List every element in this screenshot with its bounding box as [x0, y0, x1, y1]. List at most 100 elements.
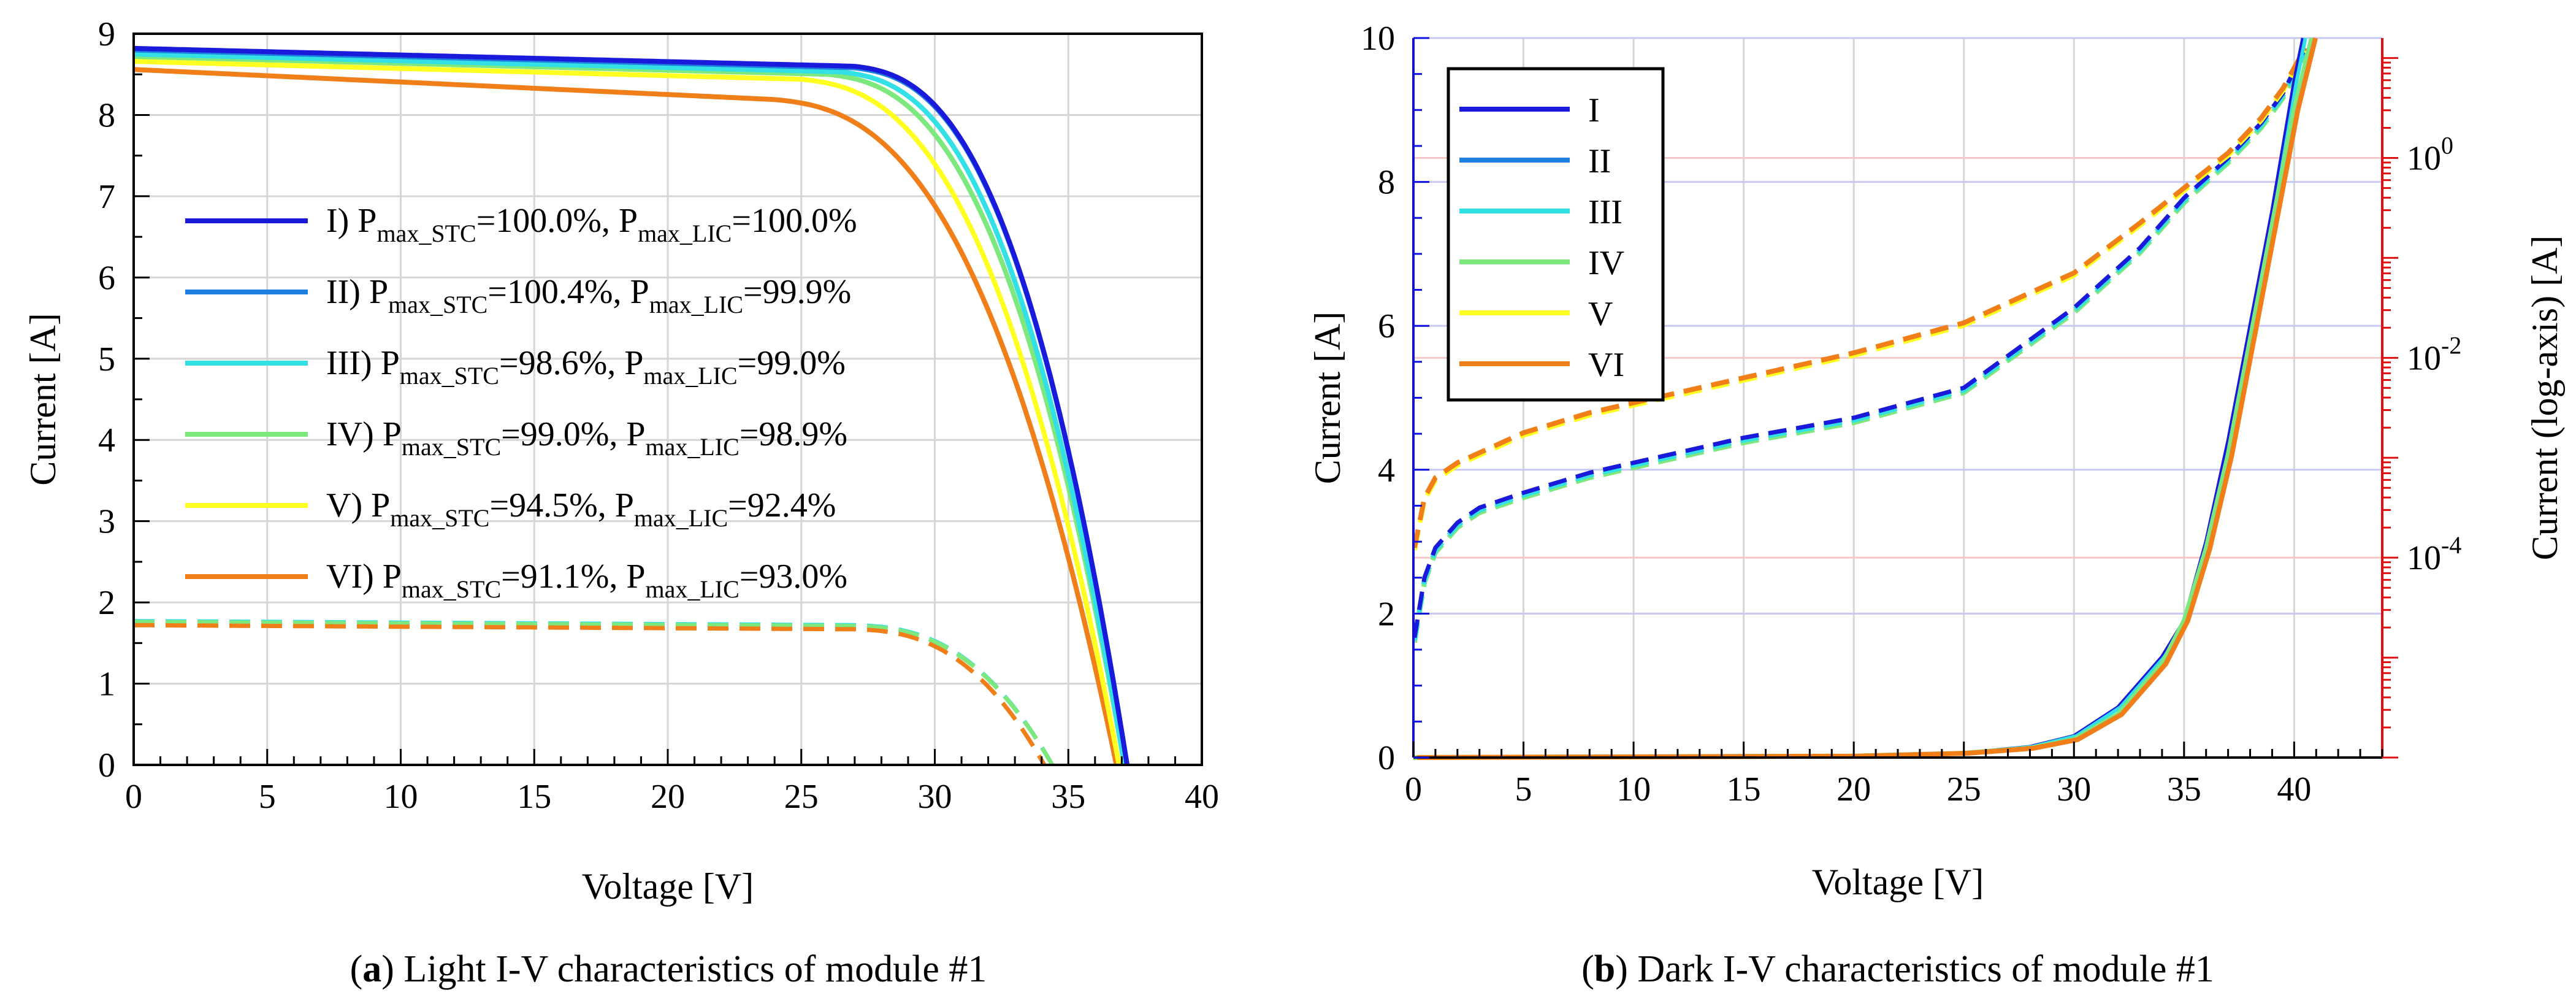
panel-b-left-y-tick-label: 6 — [1378, 307, 1395, 345]
panel-a-legend-label: II) Pmax_STC=100.4%, Pmax_LIC=99.9% — [326, 273, 851, 318]
panel-b-legend-label: V — [1588, 295, 1613, 333]
panel-b-legend-label: III — [1588, 193, 1622, 231]
panel-b-x-tick-label: 0 — [1405, 770, 1422, 808]
panel-a-x-tick-label: 5 — [259, 778, 276, 816]
panel-a-legend-pstc: =100.4%, P — [487, 273, 649, 311]
panel-a-x-tick-label: 25 — [784, 778, 819, 816]
panel-b-left-y-tick-label: 0 — [1378, 739, 1395, 777]
panel-a-y-tick-label: 5 — [98, 340, 115, 378]
panel-a-y-tick-label: 6 — [98, 259, 115, 297]
panel-a-legend-label: V) Pmax_STC=94.5%, Pmax_LIC=92.4% — [326, 486, 836, 532]
panel-a-legend-label: IV) Pmax_STC=99.0%, Pmax_LIC=98.9% — [326, 415, 847, 461]
panel-b-left-y-tick-label: 4 — [1378, 451, 1395, 489]
panel-a-legend-series-name: I — [326, 202, 338, 240]
panel-a-legend-item: IV) Pmax_STC=99.0%, Pmax_LIC=98.9% — [185, 415, 847, 461]
panel-a-legend-sub-stc: max_STC — [388, 291, 487, 318]
panel-a-legend-label: VI) Pmax_STC=91.1%, Pmax_LIC=93.0% — [326, 558, 847, 603]
panel-b-right-tick-exponent: 0 — [2441, 132, 2453, 159]
panel-a-legend-paren: ) P — [362, 415, 402, 453]
panel-a-legend-sub-lic: max_LIC — [646, 433, 740, 461]
panel-a-legend-item: III) Pmax_STC=98.6%, Pmax_LIC=99.0% — [185, 344, 846, 390]
panel-a-legend-sub-stc: max_STC — [402, 575, 501, 603]
panel-a-y-tick-label: 7 — [98, 178, 115, 216]
panel-b-right-y-tick-label: 10-2 — [2407, 331, 2461, 377]
panel-a-legend-paren: ) P — [351, 486, 390, 524]
panel-a-legend-pstc: =91.1%, P — [501, 558, 645, 596]
panel-a-legend-pstc: =100.0%, P — [476, 202, 638, 240]
panel-a-legend-plic: =100.0% — [732, 202, 857, 240]
panel-a-caption-letter: a — [362, 948, 381, 990]
panel-a-legend-sub-stc: max_STC — [402, 433, 501, 461]
panel-a-curve-ii — [133, 47, 1130, 766]
panel-b-x-tick-label: 30 — [2057, 770, 2091, 808]
panel-b-legend-label: I — [1588, 91, 1600, 129]
panel-b-right-tick-base: 10 — [2407, 339, 2441, 377]
panel-a-caption: (a) Light I-V characteristics of module … — [350, 948, 987, 990]
panel-b-x-tick-label: 15 — [1727, 770, 1761, 808]
panel-b-legend-item: IV — [1459, 244, 1624, 282]
panel-a-legend-series-name: VI — [326, 558, 362, 596]
panel-a-y-tick-label: 2 — [98, 584, 115, 622]
panel-b-x-tick-label: 35 — [2167, 770, 2201, 808]
panel-b-left-y-axis-label: Current [A] — [1307, 312, 1348, 485]
panel-a-x-tick-label: 40 — [1185, 778, 1219, 816]
panel-b-x-tick-label: 10 — [1616, 770, 1651, 808]
panel-b-right-y-tick-label: 100 — [2407, 132, 2453, 178]
panel-a-legend-sub-stc: max_STC — [376, 220, 476, 247]
panel-a-x-tick-label: 30 — [918, 778, 952, 816]
panel-a-x-axis-label: Voltage [V] — [582, 866, 754, 907]
panel-b-x-tick-label: 5 — [1515, 770, 1532, 808]
panel-a-x-tick-label: 10 — [384, 778, 418, 816]
panel-a-legend-plic: =98.9% — [740, 415, 847, 453]
panel-b-caption-letter: b — [1594, 948, 1615, 990]
panel-a-curve-vi — [133, 67, 1119, 766]
panel-a-legend-item: II) Pmax_STC=100.4%, Pmax_LIC=99.9% — [185, 273, 851, 318]
panel-a-low-irradiance-curve — [134, 619, 1055, 766]
panel-a-legend-plic: =99.0% — [738, 344, 846, 382]
panel-a-legend-series-name: IV — [326, 415, 362, 453]
panel-b-x-tick-label: 25 — [1947, 770, 1981, 808]
panel-a-legend-sub-stc: max_STC — [400, 362, 499, 390]
panel-b-caption: (b) Dark I-V characteristics of module #… — [1581, 948, 2214, 990]
panel-a-legend: I) Pmax_STC=100.0%, Pmax_LIC=100.0%II) P… — [185, 202, 857, 603]
panel-a-low-irradiance-curve — [134, 623, 1047, 766]
panel-b-right-tick-base: 10 — [2407, 140, 2441, 178]
panel-a-y-axis-label: Current [A] — [23, 313, 63, 486]
panel-a-legend-series-name: V — [326, 486, 351, 524]
panel-b-legend-box — [1447, 67, 1665, 402]
panel-b-caption-text: Dark I-V characteristics of module #1 — [1628, 948, 2214, 990]
panel-a-legend-plic: =99.9% — [743, 273, 851, 311]
panel-a-legend-paren: ) P — [361, 344, 400, 382]
panel-a-legend-item: VI) Pmax_STC=91.1%, Pmax_LIC=93.0% — [185, 558, 847, 603]
panel-a-y-tick-label: 0 — [98, 747, 115, 785]
panel-b-right-y-axis-label: Current (log-axis) [A] — [2524, 236, 2565, 561]
panel-a-legend-paren: ) P — [362, 558, 402, 596]
panel-a-y-tick-label: 3 — [98, 503, 115, 541]
panel-b-right-tick-exponent: -4 — [2441, 531, 2461, 559]
panel-a-legend-pstc: =98.6%, P — [499, 344, 643, 382]
panel-b-left-y-tick-label: 2 — [1378, 595, 1395, 633]
panel-a-legend-sub-lic: max_LIC — [646, 575, 740, 603]
panel-a-legend-sub-stc: max_STC — [390, 504, 489, 532]
panel-a-low-irradiance-curve — [134, 620, 1055, 766]
panel-b-legend-item: II — [1459, 142, 1611, 180]
panel-a-curve-v — [133, 59, 1122, 766]
panel-a-x-tick-label: 0 — [125, 778, 142, 816]
panel-a-legend-paren: ) P — [338, 202, 377, 240]
panel-a-x-tick-label: 35 — [1051, 778, 1085, 816]
panel-b-legend-item: V — [1459, 295, 1613, 333]
panel-a-legend-series-name: II — [326, 273, 349, 311]
panel-b-x-tick-label: 40 — [2277, 770, 2311, 808]
panel-b-legend-item: III — [1459, 193, 1622, 231]
panel-b-legend-item: I — [1459, 91, 1600, 129]
panel-a-caption-text: Light I-V characteristics of module #1 — [394, 948, 987, 990]
panel-a-curve-iii — [133, 52, 1127, 766]
panel-b-legend-label: IV — [1588, 244, 1624, 282]
panel-a-legend-sub-lic: max_LIC — [649, 291, 743, 318]
panel-b-log-curve-vi — [1412, 47, 2307, 548]
panel-a-legend-item: V) Pmax_STC=94.5%, Pmax_LIC=92.4% — [185, 486, 836, 532]
panel-a-y-tick-label: 9 — [98, 15, 115, 53]
